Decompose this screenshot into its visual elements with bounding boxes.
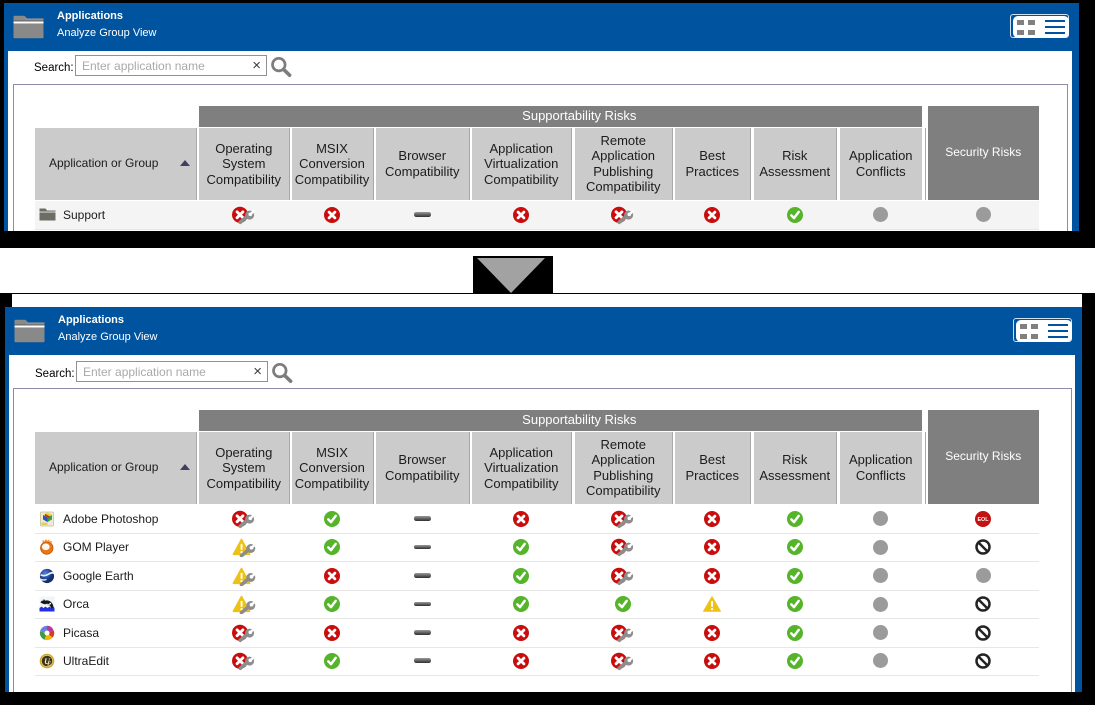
svg-text:U: U — [44, 657, 51, 666]
svg-text:EOL: EOL — [978, 517, 990, 523]
svg-text:E: E — [46, 661, 52, 668]
